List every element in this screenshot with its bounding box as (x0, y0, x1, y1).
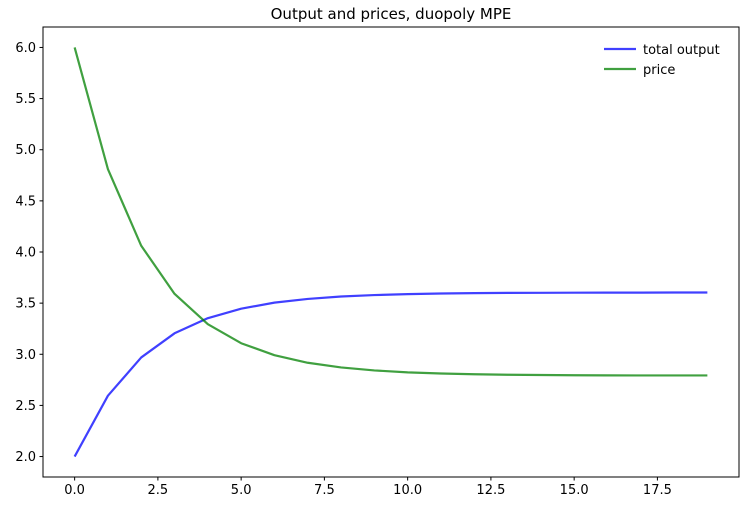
x-tick-label: 7.5 (314, 483, 335, 498)
axes-frame (42, 26, 740, 478)
chart-title: Output and prices, duopoly MPE (271, 5, 512, 23)
y-tick-label: 5.0 (15, 143, 36, 158)
y-tick-label: 2.5 (15, 399, 36, 414)
x-tick-label: 10.0 (393, 483, 422, 498)
legend-label-price: price (643, 63, 675, 78)
y-tick-label: 6.0 (15, 41, 36, 56)
legend-label-total-output: total output (643, 43, 720, 58)
y-tick-label: 4.5 (15, 194, 36, 209)
x-tick-label: 2.5 (148, 483, 169, 498)
x-tick-label: 12.5 (476, 483, 505, 498)
y-tick-label: 3.5 (15, 297, 36, 312)
x-tick-label: 5.0 (231, 483, 252, 498)
legend-item-total-output: total output (604, 43, 720, 58)
plot-area (43, 27, 739, 477)
y-tick-label: 4.0 (15, 246, 36, 261)
legend: total output price (604, 43, 720, 78)
x-axis: 0.0 2.5 5.0 7.5 10.0 12.5 15.0 17.5 (64, 477, 672, 498)
y-tick-label: 5.5 (15, 92, 36, 107)
x-tick-label: 15.0 (560, 483, 589, 498)
series-line-price (73, 47, 708, 377)
data-series-group (73, 47, 708, 458)
x-tick-label: 0.0 (64, 483, 85, 498)
y-tick-label: 2.0 (15, 450, 36, 465)
y-axis: 2.0 2.5 3.0 3.5 4.0 4.5 5.0 5.5 6.0 (15, 41, 43, 465)
x-tick-label: 17.5 (643, 483, 672, 498)
y-tick-label: 3.0 (15, 348, 36, 363)
series-line-total-output (73, 291, 708, 458)
legend-item-price: price (604, 63, 675, 78)
